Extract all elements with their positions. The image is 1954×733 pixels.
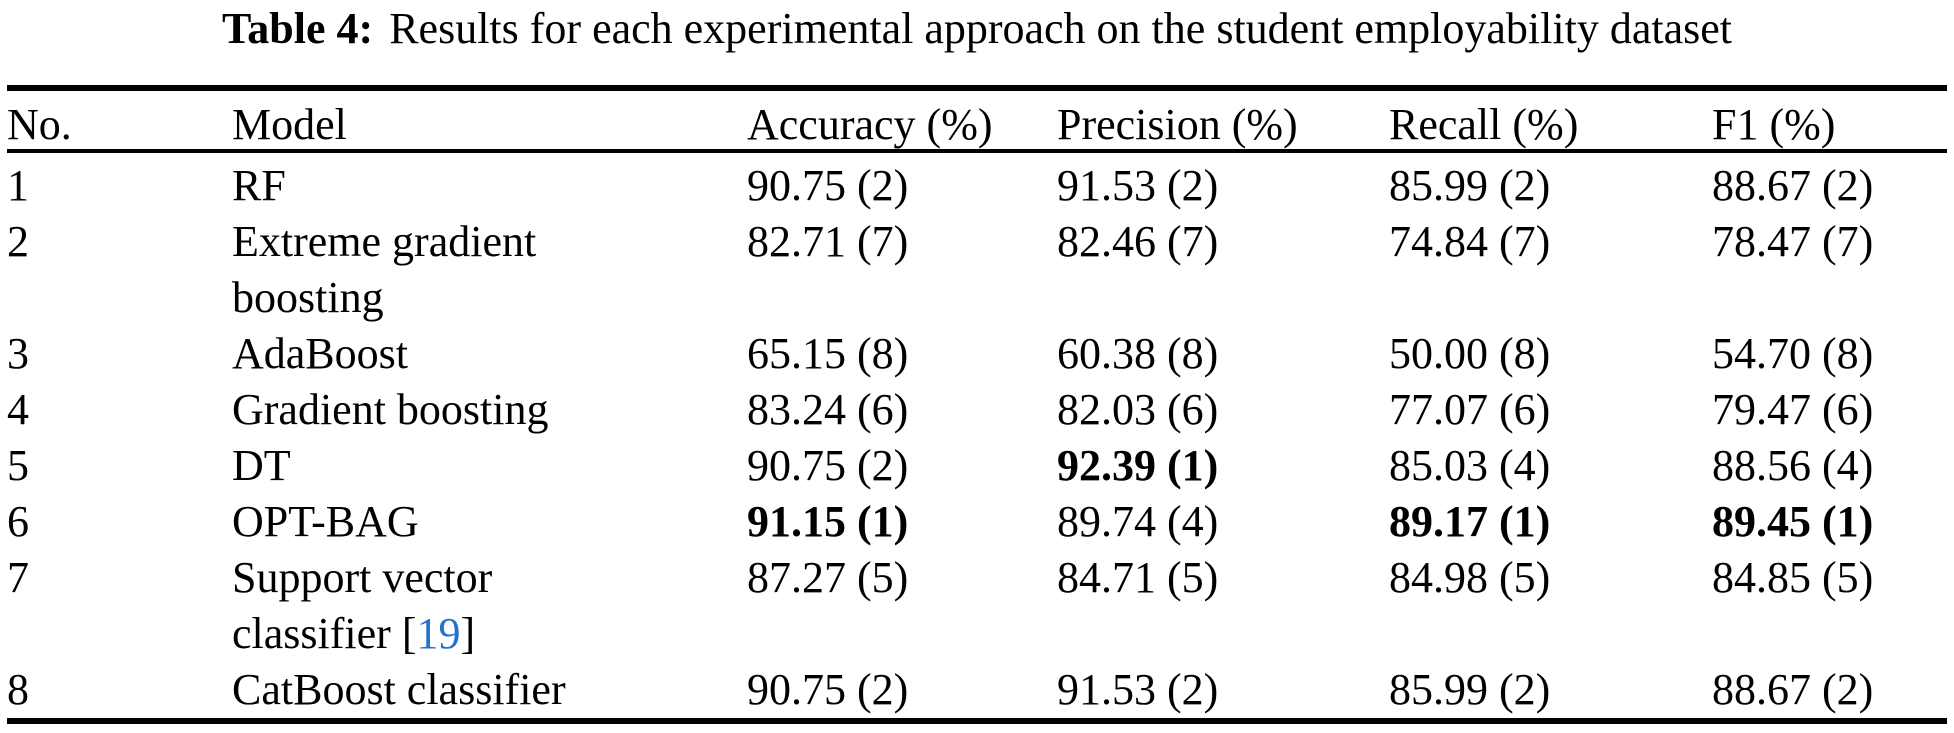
col-header-no: No. bbox=[7, 88, 232, 153]
cell-f1: 88.67 (2) bbox=[1712, 161, 1874, 210]
cell-model-name: Support vector classifier [19] bbox=[232, 550, 747, 662]
table-row: 2 Extreme gradient boosting 82.71 (7) 82.46 … bbox=[7, 214, 1947, 326]
cell-accuracy: 90.75 (2) bbox=[747, 161, 909, 210]
model-name-line: classifier [19] bbox=[232, 606, 747, 662]
col-header-recall: Recall (%) bbox=[1389, 88, 1712, 153]
table-caption-label: Table 4: bbox=[222, 4, 374, 53]
cell-accuracy: 65.15 (8) bbox=[747, 329, 909, 378]
cell-row-number: 3 bbox=[7, 329, 29, 378]
cell-precision: 89.74 (4) bbox=[1057, 497, 1219, 546]
model-name-line: Extreme gradient bbox=[232, 214, 747, 270]
model-name-text: OPT-BAG bbox=[232, 497, 419, 546]
model-name-line: OPT-BAG bbox=[232, 494, 747, 550]
cell-row-number: 5 bbox=[7, 441, 29, 490]
header-row: No. Model Accuracy (%) Precision (%) Rec… bbox=[7, 88, 1947, 153]
table-body: 1 RF 90.75 (2) 91.53 (2) 85.99 (2) 88.67 (2) 2… bbox=[7, 151, 1947, 721]
cell-precision: 91.53 (2) bbox=[1057, 665, 1219, 714]
table-row: 7 Support vector classifier [19] 87.27 (5) 8… bbox=[7, 550, 1947, 662]
cell-accuracy: 82.71 (7) bbox=[747, 217, 909, 266]
cell-recall: 84.98 (5) bbox=[1389, 553, 1551, 602]
cell-row-number: 2 bbox=[7, 217, 29, 266]
cell-f1: 54.70 (8) bbox=[1712, 329, 1874, 378]
model-name-text: Gradient boosting bbox=[232, 385, 549, 434]
cell-model-name: CatBoost classifier bbox=[232, 662, 747, 721]
cell-accuracy: 91.15 (1) bbox=[747, 497, 909, 546]
cell-f1: 79.47 (6) bbox=[1712, 385, 1874, 434]
model-name-text: DT bbox=[232, 441, 291, 490]
cell-model-name: Extreme gradient boosting bbox=[232, 214, 747, 326]
cell-recall: 77.07 (6) bbox=[1389, 385, 1551, 434]
cell-f1: 88.67 (2) bbox=[1712, 665, 1874, 714]
cell-row-number: 6 bbox=[7, 497, 29, 546]
cell-model-name: DT bbox=[232, 438, 747, 494]
cell-precision: 82.03 (6) bbox=[1057, 385, 1219, 434]
cell-f1: 78.47 (7) bbox=[1712, 217, 1874, 266]
table-row: 5 DT 90.75 (2) 92.39 (1) 85.03 (4) 88.56 (4) bbox=[7, 438, 1947, 494]
model-name-text: boosting bbox=[232, 273, 384, 322]
col-header-model: Model bbox=[232, 88, 747, 153]
table-caption: Table 4: Results for each experimental ap… bbox=[0, 0, 1954, 54]
cell-precision: 84.71 (5) bbox=[1057, 553, 1219, 602]
cell-precision: 92.39 (1) bbox=[1057, 441, 1219, 490]
col-header-precision: Precision (%) bbox=[1057, 88, 1389, 153]
model-name-text: classifier [ bbox=[232, 609, 417, 658]
col-header-f1: F1 (%) bbox=[1712, 88, 1947, 153]
model-name-line: AdaBoost bbox=[232, 326, 747, 382]
model-name-line: boosting bbox=[232, 270, 747, 326]
table-caption-text: Results for each experimental approach o… bbox=[389, 4, 1732, 53]
model-name-line: Support vector bbox=[232, 550, 747, 606]
cell-f1: 89.45 (1) bbox=[1712, 497, 1874, 546]
cell-accuracy: 87.27 (5) bbox=[747, 553, 909, 602]
model-name-line: Gradient boosting bbox=[232, 382, 747, 438]
model-name-text: RF bbox=[232, 161, 286, 210]
cell-model-name: OPT-BAG bbox=[232, 494, 747, 550]
col-header-accuracy: Accuracy (%) bbox=[747, 88, 1057, 153]
cell-recall: 85.99 (2) bbox=[1389, 665, 1551, 714]
cell-recall: 85.99 (2) bbox=[1389, 161, 1551, 210]
table-row: 6 OPT-BAG 91.15 (1) 89.74 (4) 89.17 (1) 89.45… bbox=[7, 494, 1947, 550]
table-row: 3 AdaBoost 65.15 (8) 60.38 (8) 50.00 (8) 54.7… bbox=[7, 326, 1947, 382]
model-name-line: RF bbox=[232, 158, 747, 214]
citation-ref-link[interactable]: 19 bbox=[416, 609, 461, 658]
model-name-text: AdaBoost bbox=[232, 329, 408, 378]
cell-precision: 91.53 (2) bbox=[1057, 161, 1219, 210]
cell-accuracy: 83.24 (6) bbox=[747, 385, 909, 434]
model-name-line: CatBoost classifier bbox=[232, 662, 747, 718]
model-name-text: ] bbox=[460, 609, 476, 658]
cell-accuracy: 90.75 (2) bbox=[747, 665, 909, 714]
cell-model-name: AdaBoost bbox=[232, 326, 747, 382]
cell-recall: 85.03 (4) bbox=[1389, 441, 1551, 490]
table-row: 4 Gradient boosting 83.24 (6) 82.03 (6) 77.0… bbox=[7, 382, 1947, 438]
cell-f1: 84.85 (5) bbox=[1712, 553, 1874, 602]
model-name-line: DT bbox=[232, 438, 747, 494]
cell-row-number: 8 bbox=[7, 665, 29, 714]
cell-precision: 82.46 (7) bbox=[1057, 217, 1219, 266]
model-name-text: Support vector bbox=[232, 553, 493, 602]
results-table: No. Model Accuracy (%) Precision (%) Rec… bbox=[7, 85, 1947, 724]
cell-model-name: RF bbox=[232, 151, 747, 214]
cell-row-number: 7 bbox=[7, 553, 29, 602]
model-name-text: CatBoost classifier bbox=[232, 665, 566, 714]
table-row: 1 RF 90.75 (2) 91.53 (2) 85.99 (2) 88.67 (2) bbox=[7, 151, 1947, 214]
cell-model-name: Gradient boosting bbox=[232, 382, 747, 438]
model-name-text: Extreme gradient bbox=[232, 217, 537, 266]
cell-recall: 50.00 (8) bbox=[1389, 329, 1551, 378]
cell-accuracy: 90.75 (2) bbox=[747, 441, 909, 490]
cell-precision: 60.38 (8) bbox=[1057, 329, 1219, 378]
cell-recall: 89.17 (1) bbox=[1389, 497, 1551, 546]
table-row: 8 CatBoost classifier 90.75 (2) 91.53 (2) 85… bbox=[7, 662, 1947, 721]
cell-f1: 88.56 (4) bbox=[1712, 441, 1874, 490]
cell-recall: 74.84 (7) bbox=[1389, 217, 1551, 266]
cell-row-number: 4 bbox=[7, 385, 29, 434]
cell-row-number: 1 bbox=[7, 161, 29, 210]
